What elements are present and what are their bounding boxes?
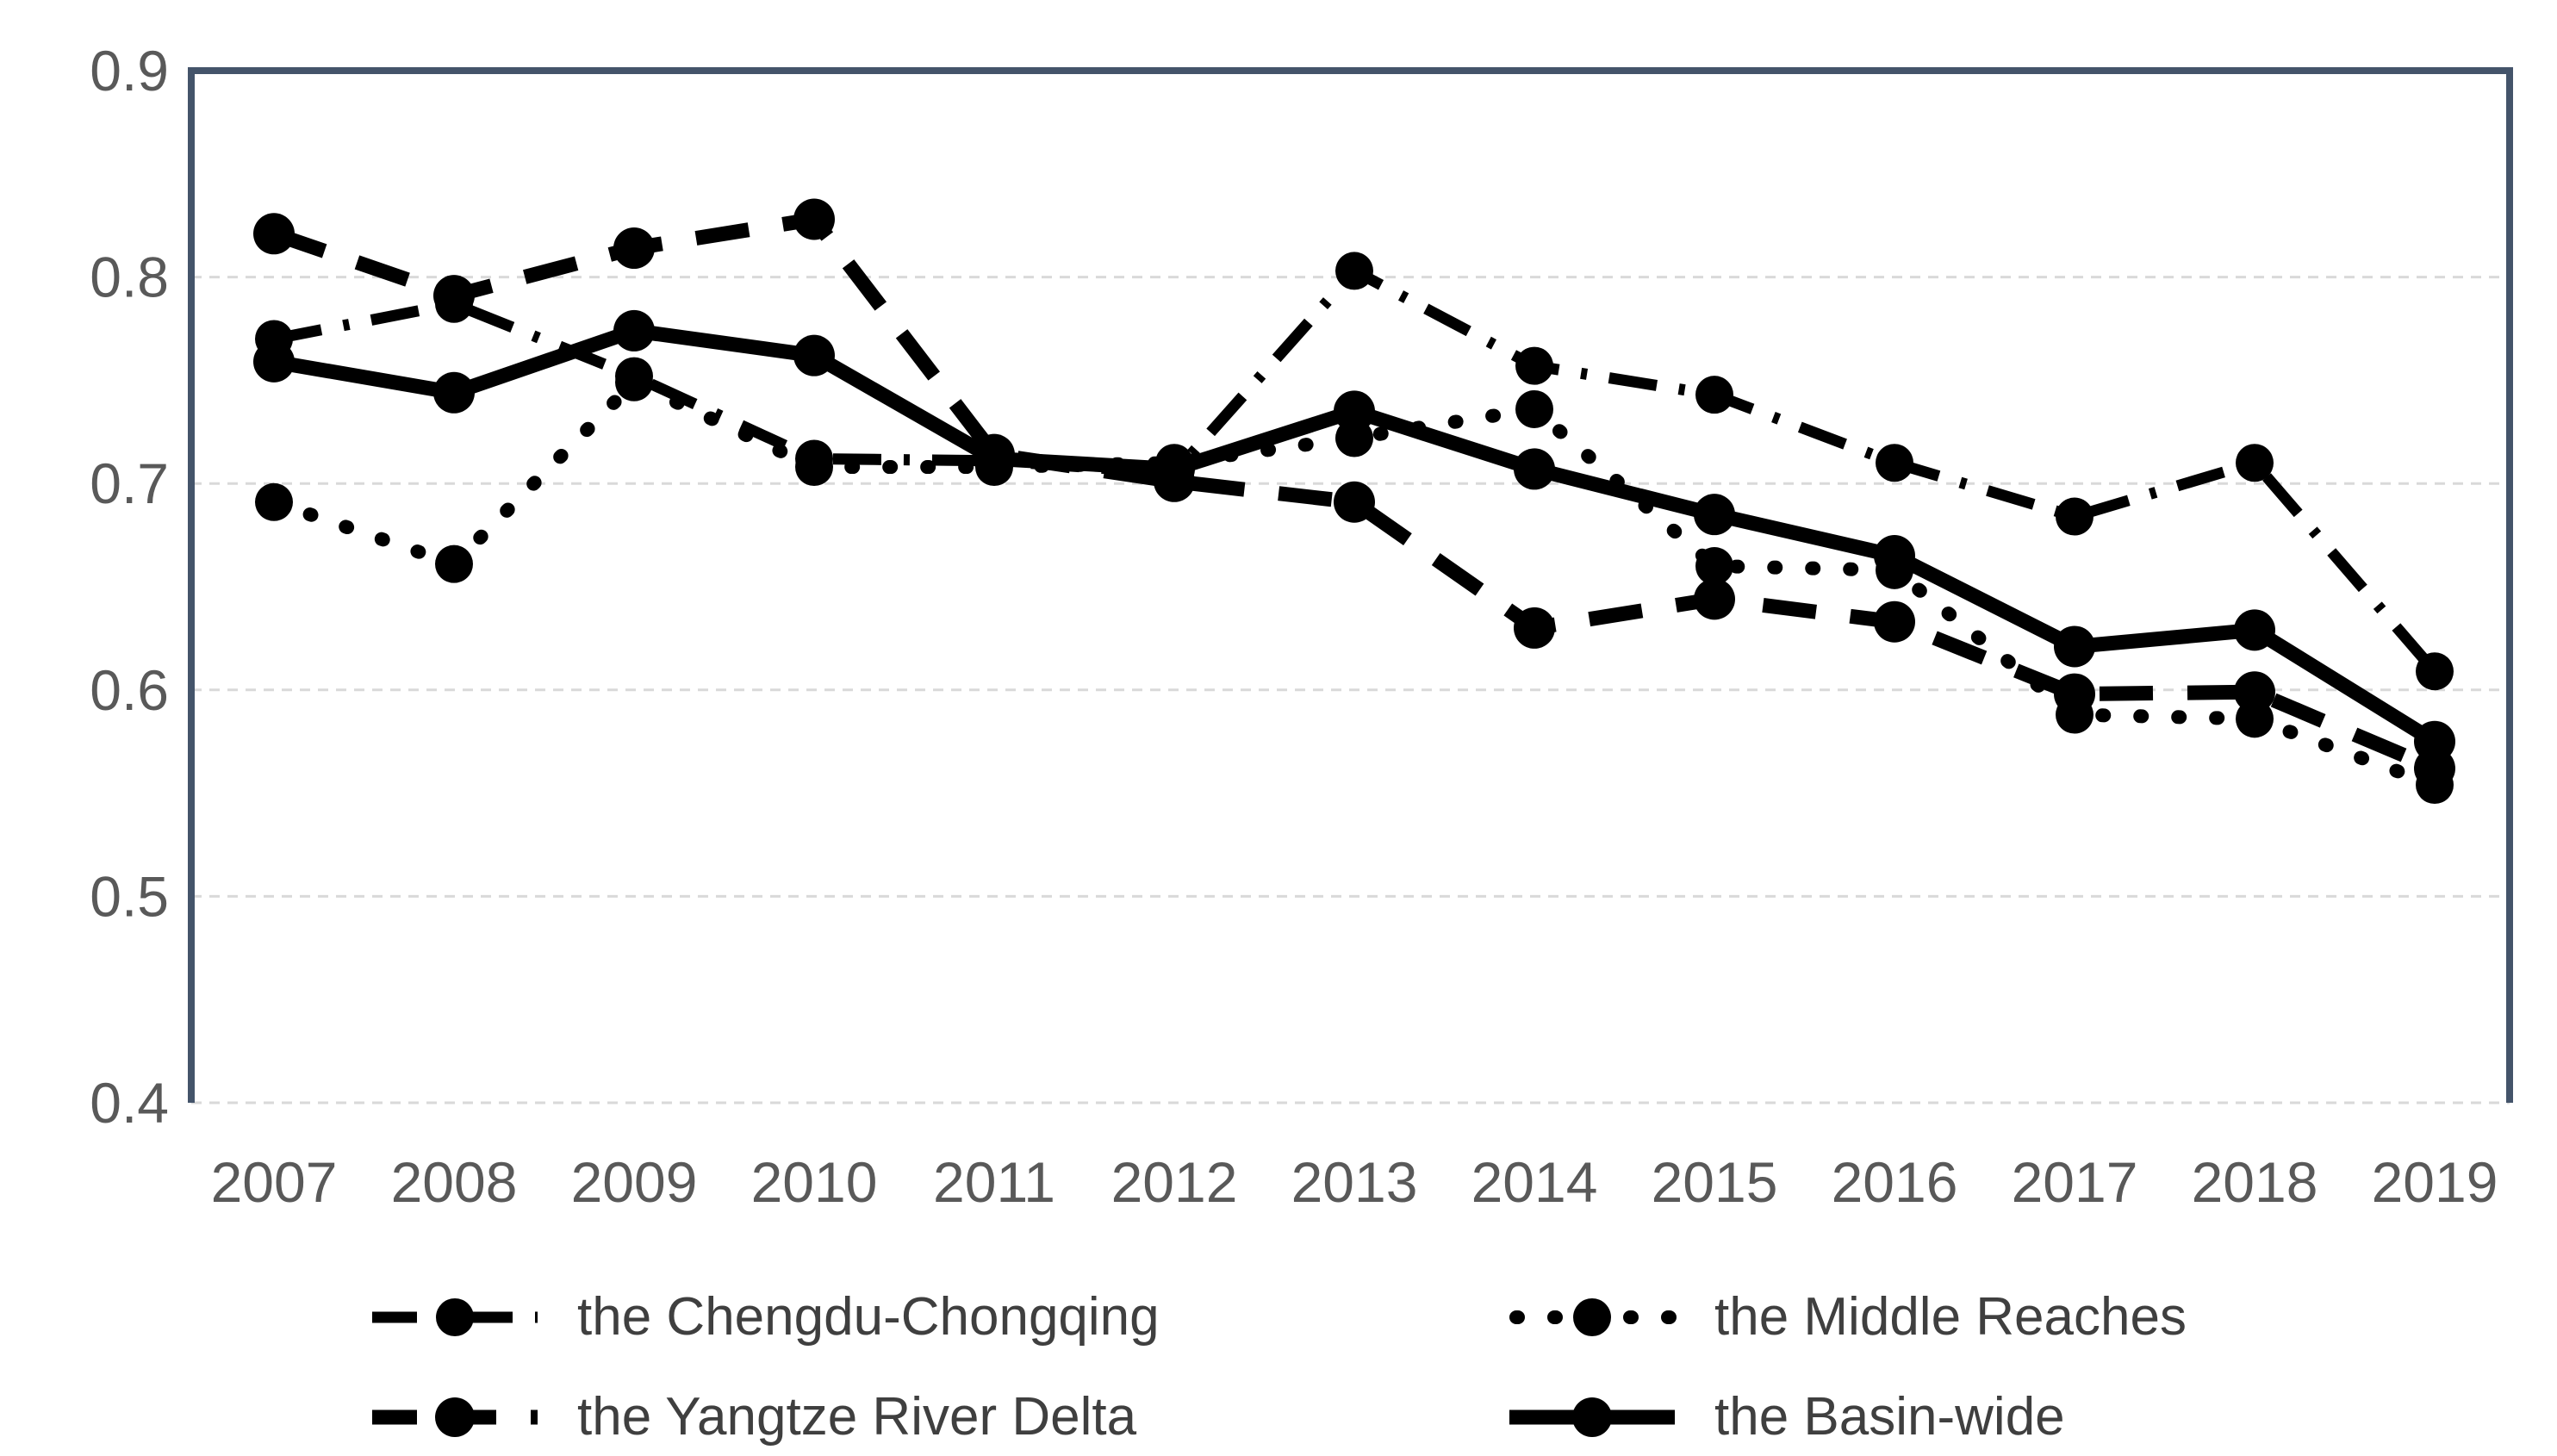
- data-point-marker-the-basin-wide: [1874, 535, 1915, 577]
- x-axis-tick-label: 2018: [2192, 1150, 2318, 1214]
- x-axis-tick-label: 2007: [211, 1150, 338, 1214]
- data-point-marker-the-basin-wide: [1694, 494, 1735, 536]
- x-axis-tick-label: 2019: [2372, 1150, 2498, 1214]
- legend-item-yangtze-river-delta: the Yangtze River Delta: [370, 1387, 1136, 1447]
- data-point-marker-the-yangtze-river-delta: [2054, 673, 2095, 715]
- data-point-marker-the-basin-wide: [793, 334, 835, 376]
- data-point-marker-the-basin-wide: [2054, 625, 2095, 668]
- data-point-marker-the-chengdu-chongqing: [2416, 652, 2454, 691]
- data-point-marker-the-middle-reaches: [615, 363, 653, 401]
- y-axis-tick-label: 0.4: [90, 1071, 169, 1135]
- x-axis-tick-label: 2009: [571, 1150, 698, 1214]
- solid-line-symbol: [1509, 1397, 1675, 1437]
- data-point-marker-the-basin-wide: [2414, 720, 2455, 762]
- data-point-marker-the-yangtze-river-delta: [2234, 671, 2275, 713]
- x-axis-tick-label: 2015: [1652, 1150, 1778, 1214]
- data-point-marker-the-basin-wide: [1514, 448, 1555, 490]
- x-axis-tick-label: 2010: [751, 1150, 878, 1214]
- data-point-marker-the-yangtze-river-delta: [1874, 600, 1915, 643]
- data-point-marker-the-chengdu-chongqing: [2236, 444, 2274, 482]
- data-point-marker-the-chengdu-chongqing: [1695, 376, 1733, 414]
- legend-label: the Chengdu-Chongqing: [577, 1287, 1160, 1347]
- data-point-marker-the-chengdu-chongqing: [1515, 346, 1553, 385]
- data-point-marker-the-basin-wide: [974, 438, 1015, 480]
- x-axis-tick-label: 2014: [1471, 1150, 1598, 1214]
- data-point-marker-the-yangtze-river-delta: [793, 198, 835, 240]
- legend-label: the Middle Reaches: [1714, 1287, 2187, 1347]
- dotted-line-symbol: [1509, 1298, 1677, 1336]
- x-axis-tick-label: 2016: [1832, 1150, 1958, 1214]
- x-axis-tick-label: 2008: [391, 1150, 518, 1214]
- y-axis-tick-label: 0.6: [90, 658, 169, 722]
- data-point-marker-the-middle-reaches: [795, 448, 833, 487]
- data-point-marker-the-middle-reaches: [1695, 547, 1733, 586]
- data-point-marker-the-basin-wide: [433, 371, 475, 414]
- data-point-marker-the-yangtze-river-delta: [433, 275, 475, 317]
- legend-item-basin-wide: the Basin-wide: [1508, 1387, 2065, 1447]
- data-point-marker-the-middle-reaches: [435, 544, 473, 583]
- y-axis-tick-label: 0.5: [90, 864, 169, 928]
- x-axis-tick-label: 2017: [2012, 1150, 2138, 1214]
- data-point-marker-the-basin-wide: [253, 340, 295, 383]
- data-point-marker-the-middle-reaches: [255, 482, 293, 521]
- x-axis-tick-label: 2011: [933, 1150, 1055, 1214]
- x-axis-tick-label: 2012: [1111, 1150, 1238, 1214]
- legend-label: the Basin-wide: [1714, 1387, 2065, 1447]
- data-point-marker-the-basin-wide: [1334, 390, 1375, 432]
- data-point-marker-the-middle-reaches: [1515, 389, 1553, 428]
- plot-border: [188, 67, 2513, 1103]
- data-point-marker-the-chengdu-chongqing: [1876, 444, 1913, 482]
- dashdot-line-symbol: [372, 1298, 538, 1336]
- data-point-marker-the-basin-wide: [613, 309, 655, 352]
- data-point-marker-the-basin-wide: [1154, 448, 1195, 490]
- data-point-marker-the-yangtze-river-delta: [253, 213, 295, 255]
- data-point-marker-the-yangtze-river-delta: [613, 227, 655, 270]
- data-point-marker-the-chengdu-chongqing: [2056, 497, 2094, 536]
- series-line-the-chengdu-chongqing: [272, 264, 2439, 675]
- data-point-marker-the-yangtze-river-delta: [1514, 607, 1555, 649]
- legend-item-chengdu-chongqing: the Chengdu-Chongqing: [370, 1287, 1160, 1347]
- dashed-line-symbol: [372, 1397, 538, 1437]
- data-point-marker-the-basin-wide: [2234, 609, 2275, 651]
- legend-item-middle-reaches: the Middle Reaches: [1508, 1287, 2187, 1347]
- data-point-marker-the-yangtze-river-delta: [1694, 578, 1735, 620]
- y-axis-tick-label: 0.7: [90, 451, 169, 515]
- y-axis-tick-label: 0.9: [90, 39, 169, 103]
- data-point-marker-the-chengdu-chongqing: [1335, 252, 1373, 290]
- legend-label: the Yangtze River Delta: [577, 1387, 1137, 1447]
- x-axis-tick-label: 2013: [1291, 1150, 1418, 1214]
- data-point-marker-the-yangtze-river-delta: [1334, 481, 1375, 523]
- y-axis-tick-label: 0.8: [90, 246, 169, 309]
